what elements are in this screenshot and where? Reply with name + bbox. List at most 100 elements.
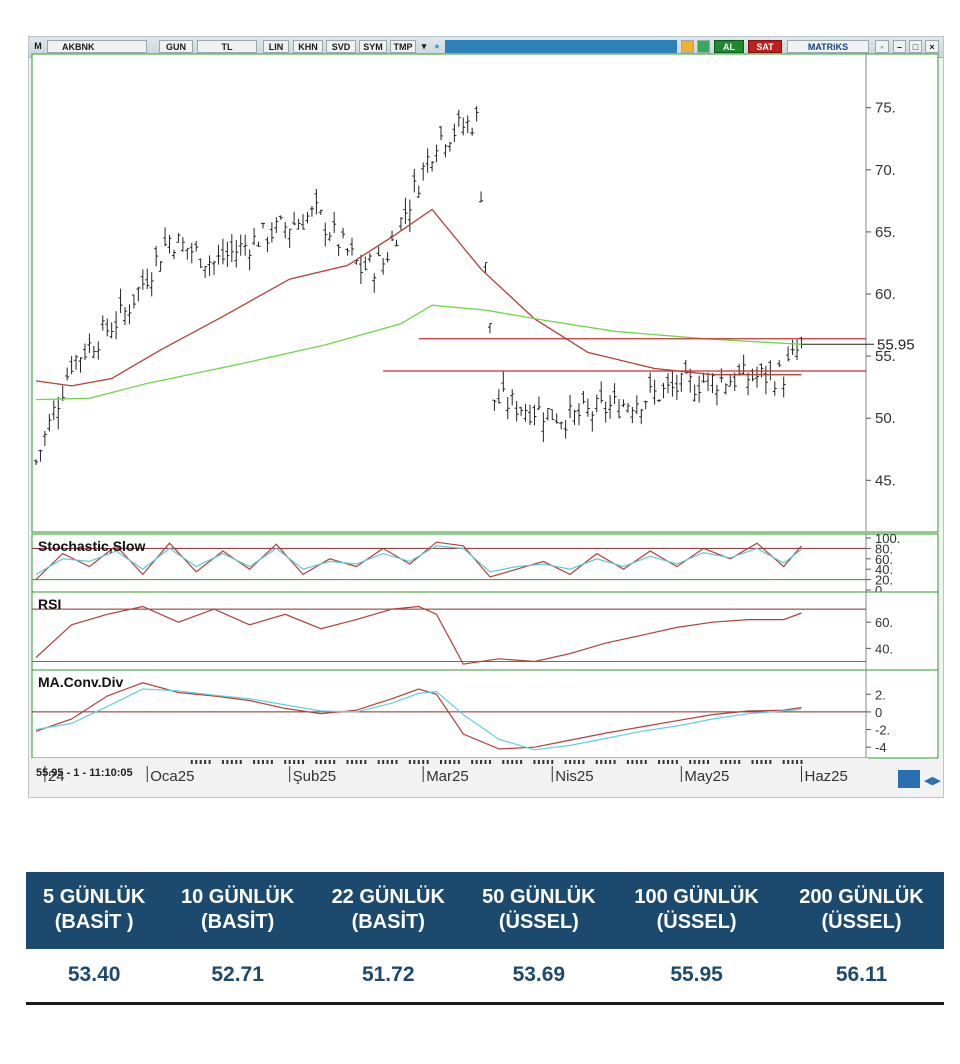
panel-frame	[31, 533, 939, 593]
day-tick	[626, 760, 629, 764]
lock-icon[interactable]	[681, 40, 694, 53]
day-tick	[782, 760, 785, 764]
day-tick	[226, 760, 229, 764]
ma-header-line: (ÜSSEL)	[498, 911, 579, 933]
moving-average-table: 5 GÜNLÜK (BASİT ) 10 GÜNLÜK (BASİT) 22 GÜNLÜ…	[26, 872, 944, 1005]
series--d	[35, 545, 802, 575]
date-axis: 24 Oca25 Şub25 Mar25 Nis25 May25 Haz25	[32, 758, 868, 788]
day-tick	[333, 760, 336, 764]
toolbar-blue-bar	[445, 40, 677, 53]
day-tick	[395, 760, 398, 764]
ma-header-6: 200 GÜNLÜK (ÜSSEL)	[779, 872, 944, 949]
sell-button[interactable]: SAT	[748, 40, 782, 53]
toolbar-button-khn[interactable]: KHN	[293, 40, 323, 53]
day-tick	[764, 760, 767, 764]
indicator-title: MA.Conv.Div	[38, 674, 124, 690]
chart-svg: 75.70.65.60.55.50.45.55.95 100.80.60.40.…	[31, 53, 941, 788]
toolbar-button-tmp[interactable]: TMP	[390, 40, 416, 53]
month-label: Mar25	[426, 768, 469, 785]
period-button[interactable]: GUN	[159, 40, 193, 53]
day-tick	[413, 760, 416, 764]
ma-header-line: 200 GÜNLÜK	[799, 886, 924, 908]
day-tick	[444, 760, 447, 764]
day-tick	[751, 760, 754, 764]
ma-red-line	[35, 208, 802, 387]
currency-button[interactable]: TL	[197, 40, 257, 53]
maximize-icon[interactable]: □	[909, 40, 922, 53]
panel-frame	[31, 53, 939, 533]
day-tick	[346, 760, 349, 764]
day-tick	[582, 760, 585, 764]
day-tick	[760, 760, 763, 764]
macd-panel: 2. 0 -2. -4 MA.Conv.Div	[31, 669, 939, 759]
day-tick	[382, 760, 385, 764]
dropdown-arrow-icon[interactable]: ▾	[421, 41, 427, 51]
day-tick	[613, 760, 616, 764]
matriks-logo-icon: M	[34, 41, 42, 51]
day-tick	[480, 760, 483, 764]
day-tick	[693, 760, 696, 764]
day-tick	[386, 760, 389, 764]
day-tick	[364, 760, 367, 764]
y-tick-label: 60.	[875, 552, 893, 567]
price-panel: 75. 70. 65. 60. 55. 50. 45. 55.95	[31, 53, 939, 533]
refresh-icon[interactable]	[697, 40, 710, 53]
day-tick	[293, 760, 296, 764]
day-tick	[208, 760, 211, 764]
ma-header-line: (BASİT)	[200, 911, 275, 933]
symbol-field[interactable]: AKBNK	[47, 40, 147, 53]
ma-table-header-row: 5 GÜNLÜK (BASİT ) 10 GÜNLÜK (BASİT) 22 GÜNLÜ…	[26, 872, 944, 949]
zoom-icon[interactable]	[898, 770, 920, 788]
month-label: Şub25	[293, 768, 336, 785]
chart-toolbar: M AKBNK GUN TL LIN KHN SVD SYM TMP ▾ ● A…	[29, 37, 943, 58]
day-tick	[635, 760, 638, 764]
ma-header-3: 22 GÜNLÜK (BASİT)	[312, 872, 464, 949]
day-tick	[573, 760, 576, 764]
y-tick-label: 60.	[875, 615, 893, 630]
day-tick	[675, 760, 678, 764]
day-tick	[569, 760, 572, 764]
day-tick	[755, 760, 758, 764]
close-icon[interactable]: ×	[925, 40, 939, 53]
minimize-icon[interactable]: –	[893, 40, 906, 53]
ma-header-line: 22 GÜNLÜK	[331, 886, 445, 908]
nav-buttons[interactable]: ◀▶	[898, 770, 941, 788]
day-tick	[537, 760, 540, 764]
month-label: May25	[684, 768, 729, 785]
y-tick-label: 75.	[875, 100, 896, 117]
day-tick	[350, 760, 353, 764]
day-tick	[595, 760, 598, 764]
indicator-title: Stochastic,Slow	[38, 538, 145, 554]
day-tick	[319, 760, 322, 764]
y-tick-label: 50.	[875, 410, 896, 427]
scale-button[interactable]: LIN	[263, 40, 289, 53]
month-label: Oca25	[150, 768, 194, 785]
series-signal	[35, 688, 802, 751]
toolbar-button-svd[interactable]: SVD	[326, 40, 356, 53]
buy-button[interactable]: AL	[714, 40, 744, 53]
day-tick	[600, 760, 603, 764]
rsi-panel: 60. 40. RSI	[31, 591, 939, 671]
day-tick	[551, 760, 554, 764]
day-tick	[796, 760, 799, 764]
day-tick	[448, 760, 451, 764]
y-tick-label: 100.	[875, 531, 900, 546]
day-tick	[488, 760, 491, 764]
y-tick-label: -4	[875, 740, 887, 755]
ma-header-5: 100 GÜNLÜK (ÜSSEL)	[614, 872, 780, 949]
twitter-bird-icon[interactable]: ●	[434, 41, 440, 51]
day-tick	[239, 760, 242, 764]
y-tick-label: 2.	[875, 687, 886, 702]
ma-header-line: (BASİT )	[54, 911, 134, 933]
ma-header-2: 10 GÜNLÜK (BASİT)	[162, 872, 313, 949]
options-icon[interactable]: ◦	[875, 40, 889, 53]
day-tick	[720, 760, 723, 764]
day-tick	[422, 760, 425, 764]
day-tick	[284, 760, 287, 764]
day-tick	[475, 760, 478, 764]
day-tick	[769, 760, 772, 764]
last-value-label: 55.95	[877, 336, 915, 353]
scroll-arrows-icon[interactable]: ◀▶	[924, 775, 941, 787]
y-tick-label: 55.	[875, 348, 896, 365]
toolbar-button-sym[interactable]: SYM	[359, 40, 387, 53]
